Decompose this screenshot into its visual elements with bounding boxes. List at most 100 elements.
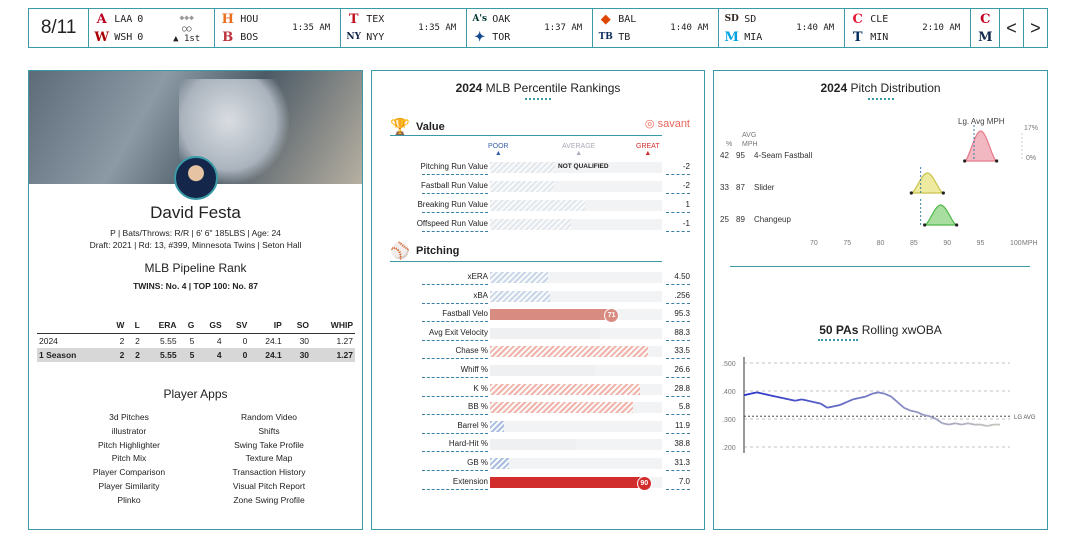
stats-cell: 4 xyxy=(196,348,224,362)
dist-x-tick: 90 xyxy=(943,240,951,247)
scoreboard-prev-button[interactable]: < xyxy=(1000,9,1024,47)
player-name: David Festa xyxy=(150,203,241,222)
percentile-row[interactable]: Offspeed Run Value -1 xyxy=(372,216,706,232)
game-card[interactable]: SD SD M MIA 1:40 AM xyxy=(719,9,846,47)
game-card[interactable]: ◆ BAL TB TB 1:40 AM xyxy=(593,9,720,47)
percentile-badge: 90 xyxy=(636,475,652,491)
xwoba-line-segment xyxy=(890,395,899,403)
xwoba-line-segment xyxy=(846,398,854,404)
percentile-track xyxy=(490,346,662,358)
savant-logo-icon[interactable]: ◎ savant xyxy=(644,118,690,130)
game-card[interactable]: A's OAK ✦ TOR 1:37 AM xyxy=(467,9,594,47)
percentile-row[interactable]: K % 28.8 xyxy=(372,381,706,397)
stats-cell: 5 xyxy=(178,348,197,362)
pitch-density-curve xyxy=(964,130,998,162)
percentile-bar xyxy=(490,309,613,321)
team-logo-icon: NY xyxy=(346,32,362,42)
xwoba-line-segment xyxy=(801,398,809,402)
game-time: 1:40 AM xyxy=(796,23,835,33)
player-app-link[interactable]: Swing Take Profile xyxy=(234,439,304,450)
player-app-link[interactable]: 3d Pitches xyxy=(109,412,149,422)
xwoba-line-segment xyxy=(782,397,789,401)
player-app-link[interactable]: Zone Swing Profile xyxy=(233,494,305,505)
percentile-row[interactable]: Chase % 33.5 xyxy=(372,343,706,360)
player-app-link[interactable]: Pitch Highlighter xyxy=(98,439,160,450)
xwoba-line-segment xyxy=(788,398,796,402)
pitch-row[interactable]: 25 89 Changeup xyxy=(720,199,959,227)
team-logo-icon: W xyxy=(94,29,110,45)
player-app-link[interactable]: Player Similarity xyxy=(98,480,160,491)
percentile-label: Hard-Hit % xyxy=(448,439,488,449)
stats-cell: 5.55 xyxy=(141,348,179,362)
xwoba-line-segment xyxy=(820,402,828,409)
stats-cell: 2 xyxy=(126,348,142,362)
percentile-value: 31.3 xyxy=(674,458,690,467)
percentile-row[interactable]: GB % 31.3 xyxy=(372,455,706,471)
percentile-title: 2024 MLB Percentile Rankings xyxy=(455,81,621,95)
percentile-bar xyxy=(490,290,551,302)
percentile-row[interactable]: Whiff % 26.6 xyxy=(372,362,706,378)
percentile-value: 28.8 xyxy=(674,383,690,393)
team-row: T MIN xyxy=(850,30,888,45)
player-app-link[interactable]: Random Video xyxy=(240,412,298,422)
xwoba-y-tick: .200 xyxy=(722,445,736,452)
percentile-row[interactable]: Hard-Hit % 38.8 xyxy=(372,436,706,453)
xwoba-y-tick: .500 xyxy=(722,361,736,368)
team-abbr: MIA xyxy=(744,31,763,43)
xwoba-line-segment xyxy=(827,405,834,409)
lg-avg-line-label: LG AVG xyxy=(1014,415,1036,421)
percentile-row[interactable]: Fastball Run Value -2 xyxy=(372,178,706,194)
value-section-header: 🏆 Value ◎ savant xyxy=(390,118,690,136)
pct-top-label: 17% xyxy=(1024,125,1038,132)
percentile-row[interactable]: xERA 4.50 xyxy=(372,269,706,285)
pitch-pct: 33 xyxy=(720,183,729,192)
xwoba-y-tick: .300 xyxy=(722,417,736,424)
percentile-value: 95.3 xyxy=(674,309,690,319)
percentile-row[interactable]: Breaking Run Value 1 xyxy=(372,197,706,213)
dist-x-tick: 100 xyxy=(1010,240,1022,247)
dist-col-header: % xyxy=(726,141,732,148)
team-abbr: OAK xyxy=(492,13,511,25)
player-app-link[interactable]: Player Comparison xyxy=(92,467,166,478)
percentile-row[interactable]: Fastball Velo 71 95.3 xyxy=(372,306,706,324)
dist-col-header: AVG xyxy=(742,132,756,139)
game-time: 1:37 AM xyxy=(544,23,583,33)
percentile-row[interactable]: Barrel % 11.9 xyxy=(372,418,706,434)
game-card[interactable]: A LAA 0 W WSH 0 ◆◆◆ ○○ ▲ 1st xyxy=(89,9,216,47)
percentile-bar xyxy=(490,219,571,230)
player-app-link[interactable]: Pitch Mix xyxy=(111,453,147,464)
scoreboard-bar: 8/11 A LAA 0 W WSH 0 ◆◆◆ ○○ ▲ 1st H HOU B BOS 1:35 AM… xyxy=(28,8,1048,48)
percentile-bar xyxy=(490,272,549,283)
player-app-link[interactable]: Texture Map xyxy=(245,453,293,464)
scoreboard-next-button[interactable]: > xyxy=(1030,17,1041,38)
team-logo-icon: A's xyxy=(472,14,488,24)
xwoba-line-segment xyxy=(769,394,777,398)
game-card[interactable]: C CLE T MIN 2:10 AM xyxy=(845,9,972,47)
percentile-label: Barrel % xyxy=(457,420,488,430)
xwoba-line-segment xyxy=(763,392,770,397)
percentile-label: Avg Exit Velocity xyxy=(429,327,488,337)
xwoba-line-segment xyxy=(833,404,841,408)
percentile-row[interactable]: Avg Exit Velocity 88.3 xyxy=(372,325,706,341)
scale-poor: POOR ▲ xyxy=(488,143,509,157)
player-apps-list: 3d Pitches Random Video illustrator Shifts P… xyxy=(69,412,329,507)
percentile-row[interactable]: Pitching Run Value NOT QUALIFIED -2 xyxy=(372,159,706,175)
game-card[interactable]: T TEX NY NYY 1:35 AM xyxy=(341,9,468,47)
pitch-row[interactable]: 42 95 4-Seam Fastball xyxy=(720,125,999,163)
player-app-link[interactable]: Transaction History xyxy=(232,467,306,478)
stats-header-cell: WHIP xyxy=(311,317,355,334)
player-app-link[interactable]: Plinko xyxy=(117,494,141,505)
player-app-link[interactable]: Shifts xyxy=(258,425,280,436)
pitch-row[interactable]: 33 87 Slider xyxy=(720,167,945,195)
scoreboard-date[interactable]: 8/11 xyxy=(29,9,90,47)
percentile-label: Fastball Velo xyxy=(442,309,488,319)
player-app-link[interactable]: Visual Pitch Report xyxy=(232,480,306,491)
percentile-label: Offspeed Run Value xyxy=(416,219,488,228)
percentile-row[interactable]: BB % 5.8 xyxy=(372,399,706,416)
player-app-link[interactable]: illustrator xyxy=(111,425,147,436)
extra-teams[interactable]: C M xyxy=(971,9,1001,47)
xwoba-line-segment xyxy=(980,423,988,427)
percentile-row[interactable]: Extension 90 7.0 xyxy=(372,474,706,491)
percentile-row[interactable]: xBA .256 xyxy=(372,288,706,304)
game-card[interactable]: H HOU B BOS 1:35 AM xyxy=(215,9,342,47)
